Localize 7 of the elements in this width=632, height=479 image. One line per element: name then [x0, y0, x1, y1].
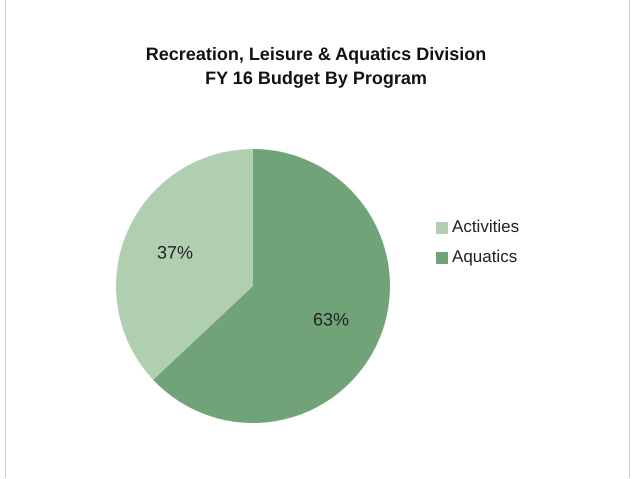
data-label: 63%	[312, 310, 349, 330]
pie-slice	[116, 149, 253, 380]
pie-slice	[153, 149, 390, 423]
legend-label: Activities	[452, 217, 520, 236]
legend-label: Aquatics	[452, 247, 518, 266]
chart-title: Recreation, Leisure & Aquatics Division FY 16 Budget By Program	[144, 43, 488, 90]
data-label: 37%	[157, 242, 194, 262]
